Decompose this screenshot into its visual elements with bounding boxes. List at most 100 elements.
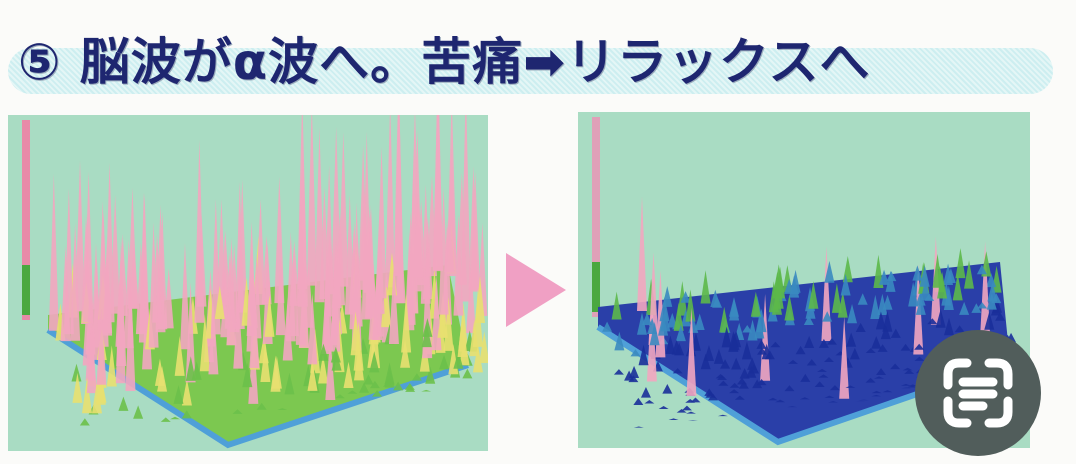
title-band [8, 48, 1053, 94]
terrain-spike [199, 313, 210, 372]
terrain-spike [335, 212, 346, 306]
google-lens-icon [943, 358, 1013, 428]
terrain-spike [900, 343, 911, 351]
terrain-spike [865, 377, 876, 383]
page-title: ⑤ 脳波がα波へ。苦痛➡リラックスへ [18, 33, 871, 91]
terrain-spike [871, 336, 882, 349]
terrain-spike [462, 368, 473, 379]
terrain-spike [865, 348, 876, 354]
terrain-spike [118, 396, 129, 411]
terrain-spike [686, 307, 697, 396]
terrain-spike [672, 368, 683, 374]
terrain-spike [246, 221, 257, 337]
terrain-spike [721, 326, 732, 348]
terrain-spike [393, 381, 404, 391]
terrain-spike [731, 357, 742, 370]
terrain-spike [823, 357, 834, 363]
terrain-spike [72, 372, 83, 403]
terrain-spike [849, 347, 860, 360]
terrain-spike [363, 374, 374, 385]
terrain-spike [437, 307, 448, 338]
terrain-spike [181, 410, 192, 419]
terrain-spike [871, 390, 882, 394]
terrain-spike [824, 395, 835, 398]
terrain-spike [787, 359, 798, 364]
color-scale-bar-low [22, 265, 30, 315]
terrain-spike [479, 331, 488, 363]
terrain-spike [91, 381, 102, 414]
terrain-spike [255, 199, 266, 305]
terrain-spike [277, 408, 288, 410]
terrain-spike [160, 417, 171, 422]
terrain-spike [318, 354, 329, 384]
terrain-spike [71, 363, 82, 382]
terrain-spike [425, 366, 436, 384]
terrain-spike [952, 273, 963, 301]
terrain-spike [179, 243, 190, 350]
terrain-spike [944, 317, 955, 336]
terrain-spike [846, 332, 857, 347]
terrain-spike [818, 338, 829, 348]
terrain-spike [393, 115, 404, 276]
terrain-spike [421, 389, 432, 392]
terrain-spike [680, 291, 691, 303]
terrain-spike [927, 318, 938, 325]
terrain-spike [754, 314, 765, 339]
terrain-spike [959, 301, 970, 315]
terrain-spike [986, 272, 997, 288]
terrain-spike [886, 271, 897, 282]
terrain-spike [718, 380, 729, 386]
terrain-spike [413, 193, 424, 278]
terrain-spike [334, 394, 345, 399]
color-scale-bar [22, 120, 30, 320]
terrain-spike [673, 302, 684, 331]
terrain-spike [116, 237, 127, 366]
terrain-spike [713, 348, 724, 364]
terrain-spike [129, 243, 140, 309]
terrain-spike [875, 311, 886, 330]
terrain-spike [907, 386, 918, 388]
terrain-spike [350, 311, 361, 356]
terrain-spike [882, 390, 893, 393]
terrain-spike [630, 349, 641, 357]
terrain-spike [343, 361, 354, 389]
terrain-spike [242, 362, 253, 388]
terrain-spike [154, 358, 165, 386]
brainwave-3d-plot-before [22, 115, 488, 449]
terrain-spike [840, 273, 851, 296]
terrain-spike [800, 373, 811, 382]
terrain-spike [411, 373, 422, 381]
terrain-spike [729, 382, 740, 388]
terrain-spike [901, 387, 912, 389]
google-lens-button[interactable] [915, 330, 1041, 456]
terrain-spike [86, 321, 97, 394]
terrain-spike [191, 361, 202, 380]
terrain-spike [374, 208, 385, 314]
terrain-spike [194, 139, 205, 323]
terrain-spike [444, 210, 455, 273]
terrain-spike [438, 187, 449, 315]
terrain-spike [690, 397, 701, 403]
terrain-spike [330, 346, 341, 363]
terrain-spike [685, 411, 696, 414]
terrain-spike [385, 115, 396, 288]
terrain-spike [237, 179, 248, 313]
terrain-spike [662, 384, 673, 394]
terrain-spike [874, 376, 885, 379]
terrain-spike [806, 359, 817, 366]
terrain-spike [747, 357, 758, 370]
terrain-spike [729, 389, 740, 394]
terrain-spike [173, 385, 184, 404]
terrain-spike [803, 315, 814, 326]
terrain-spike [96, 307, 107, 385]
terrain-spike [826, 337, 837, 345]
terrain-spike [742, 325, 753, 333]
terrain-spike [943, 263, 954, 285]
terrain-spike [775, 266, 786, 299]
terrain-spike [106, 345, 117, 387]
terrain-spike [647, 317, 658, 334]
brainwave-3d-plot-after [592, 117, 1025, 446]
terrain-spike [857, 293, 868, 305]
terrain-spike [845, 385, 856, 388]
terrain-spike [638, 344, 649, 366]
